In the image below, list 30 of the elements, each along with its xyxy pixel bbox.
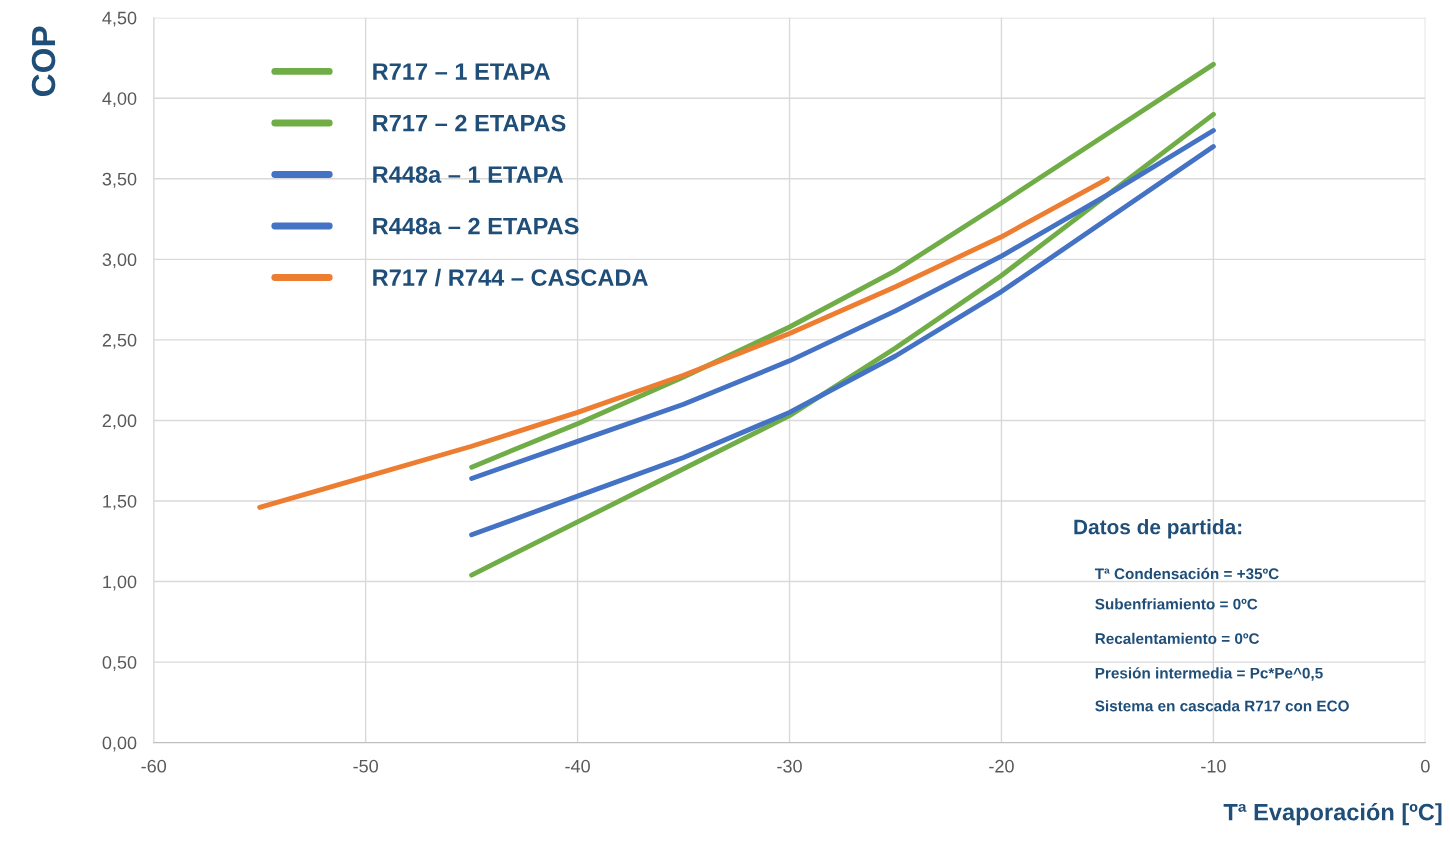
y-axis-title: COP	[31, 26, 56, 97]
annotation: Presión intermedia = Pc*Pe^0,5	[1095, 667, 1323, 681]
x-tick-label: -40	[565, 759, 590, 773]
y-tick-label: 3,50	[102, 172, 137, 188]
annotation: Sistema en cascada R717 con ECO	[1095, 700, 1349, 712]
annotation: Subenfriamiento = 0ºC	[1095, 598, 1258, 610]
annotation: Datos de partida:	[1074, 519, 1242, 539]
y-tick-label: 1,50	[103, 494, 137, 510]
x-tick-label: -30	[777, 759, 802, 773]
legend-label: R717 – 1 ETAPA	[373, 63, 550, 80]
legend-label: R717 / R744 – CASCADA	[373, 268, 648, 287]
x-tick-label: -60	[141, 759, 167, 773]
x-tick-label: 0	[1421, 759, 1430, 773]
x-tick-label: -50	[353, 759, 378, 773]
annotation: Recalentamiento = 0ºC	[1095, 632, 1260, 645]
legend-label: R717 – 2 ETAPAS	[373, 114, 566, 132]
y-tick-label: 4,50	[102, 11, 137, 27]
legend-label: R448a – 2 ETAPAS	[373, 217, 579, 235]
x-axis-title: Tª Evaporación [ºC]	[1223, 802, 1442, 826]
y-tick-label: 3,00	[102, 253, 137, 269]
legend-label: R448a – 1 ETAPA	[373, 166, 564, 183]
x-tick-label: -20	[989, 759, 1014, 773]
y-tick-label: 2,00	[102, 414, 137, 430]
x-tick-label: -10	[1201, 759, 1226, 773]
y-tick-label: 0,50	[102, 656, 137, 671]
y-tick-label: 1,00	[103, 575, 137, 591]
y-tick-label: 0,00	[102, 736, 137, 752]
y-tick-label: 4,00	[102, 92, 137, 108]
annotation: Tª Condensación = +35ºC	[1094, 567, 1279, 580]
y-tick-label: 2,50	[102, 333, 137, 349]
